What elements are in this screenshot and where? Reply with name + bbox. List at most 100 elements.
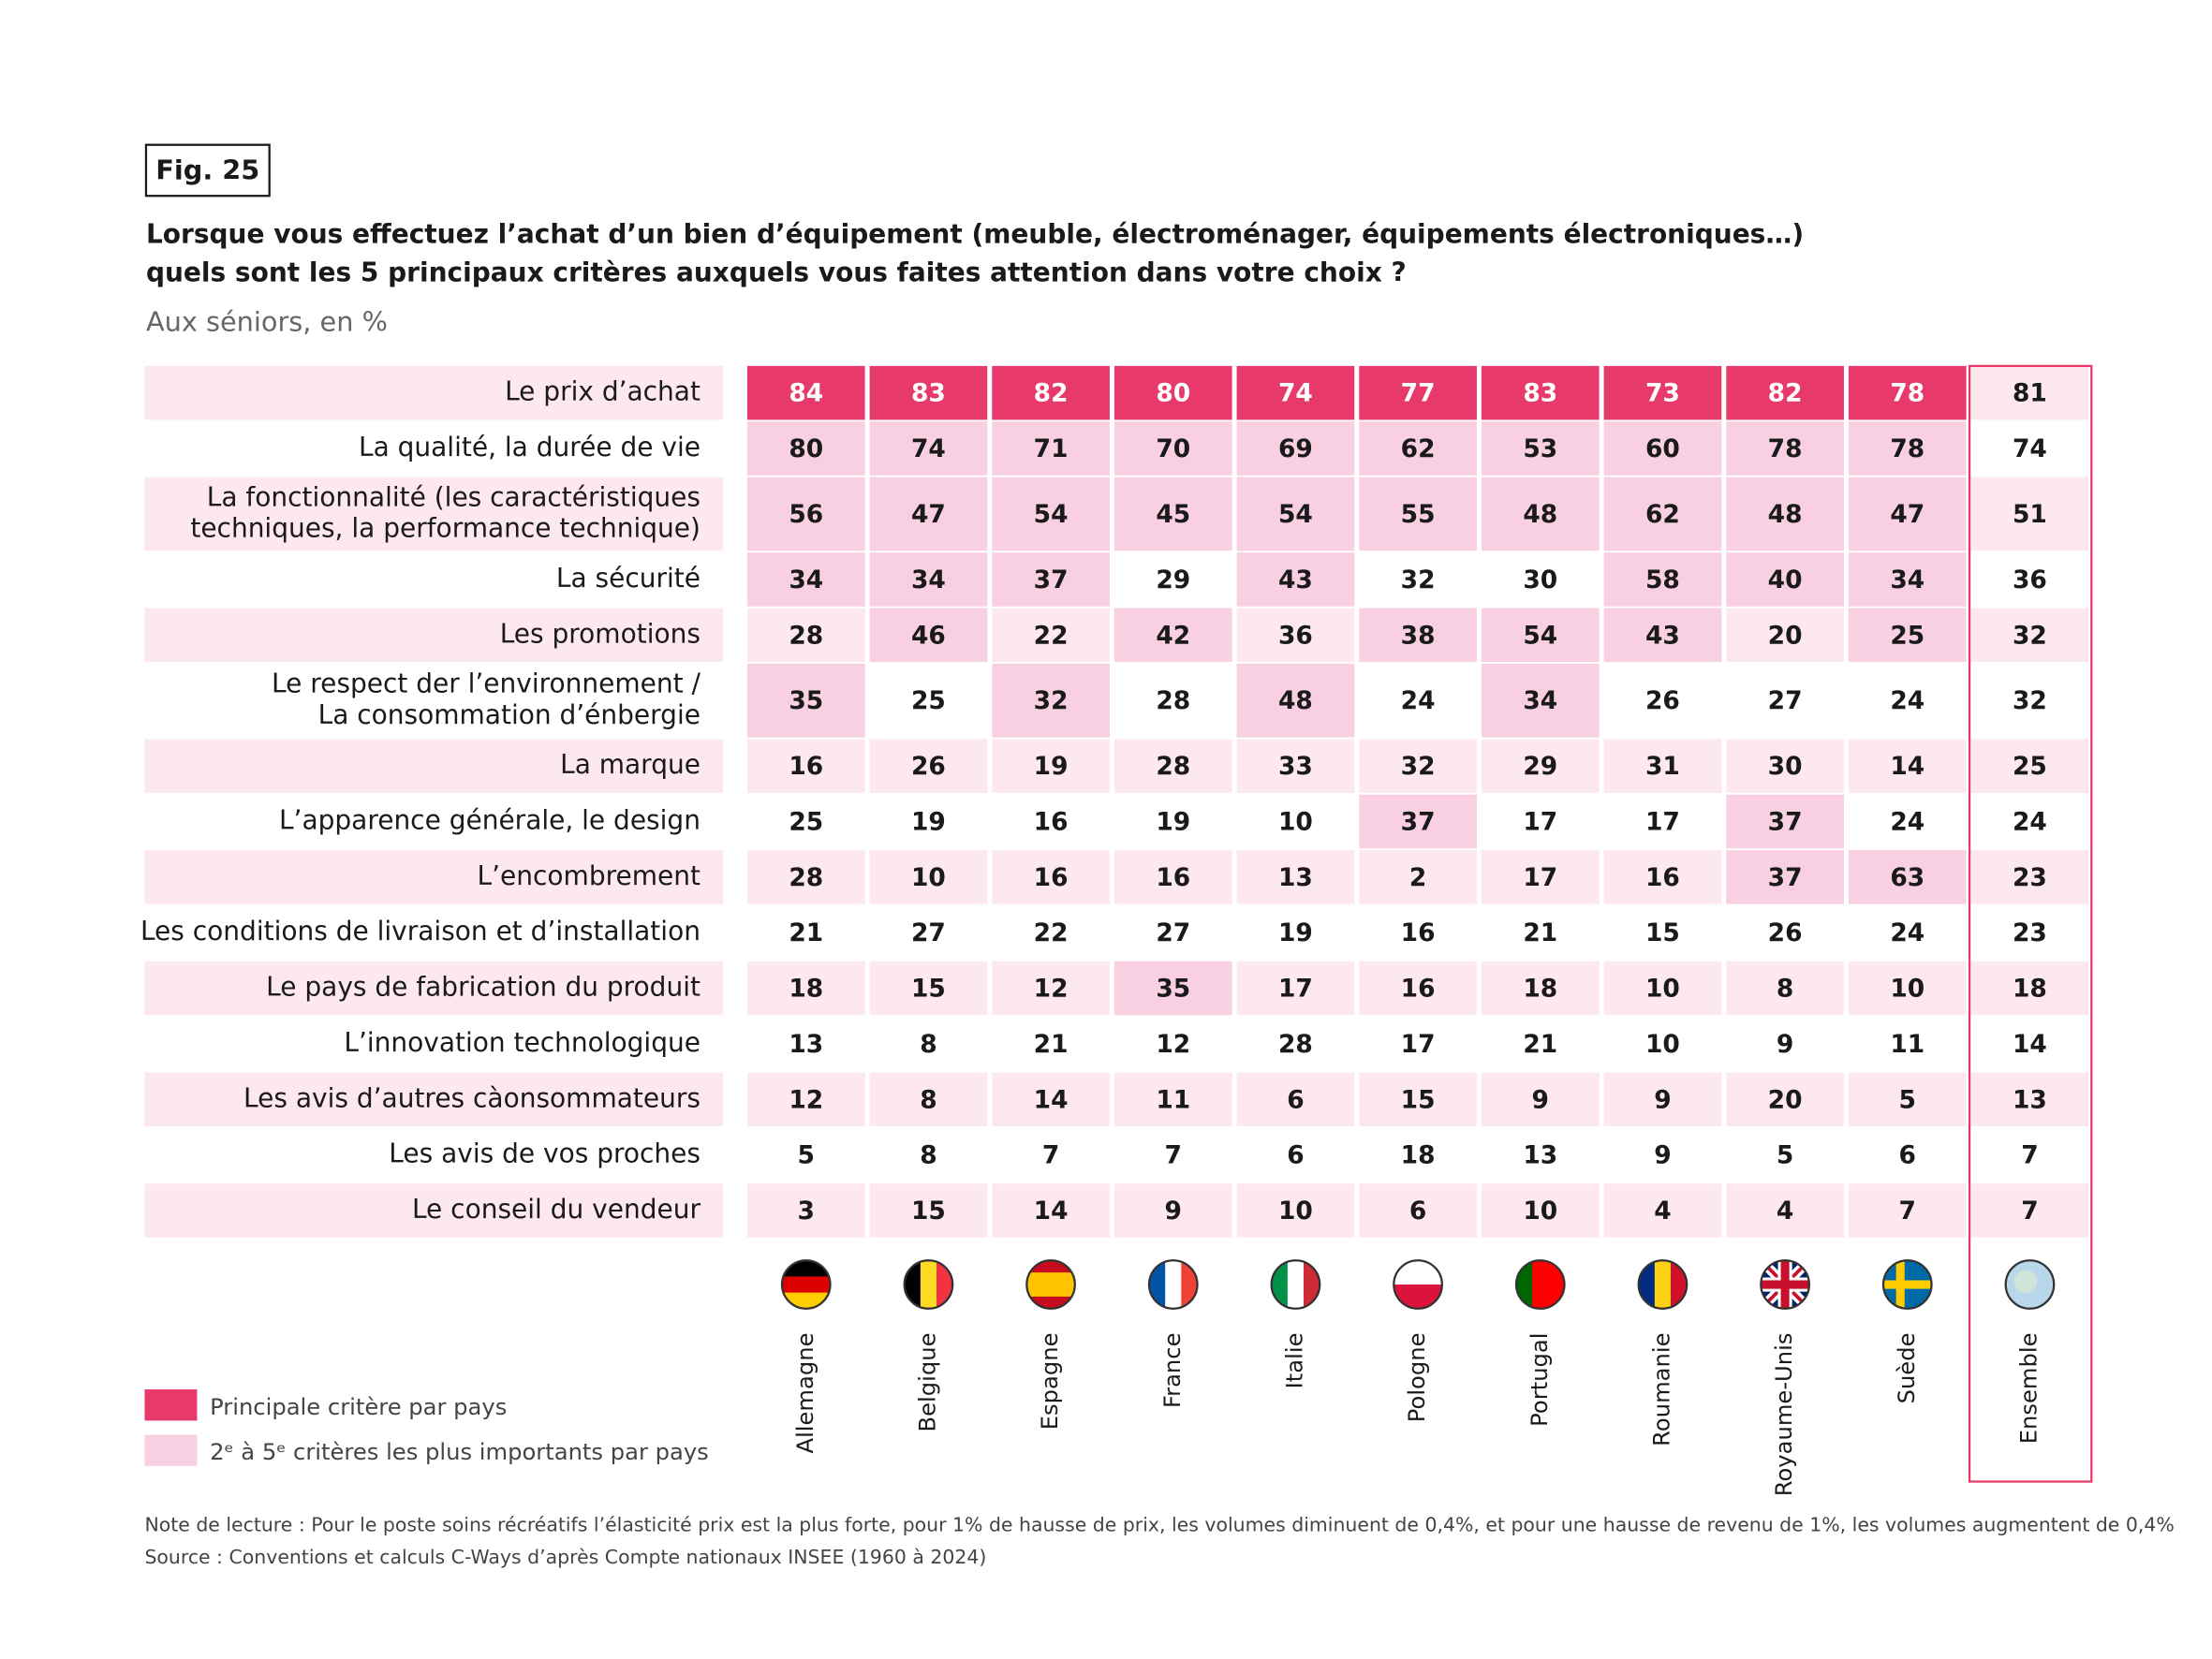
- flag-ring: [1393, 1259, 1443, 1310]
- cell: [1848, 365, 1967, 420]
- cell-value: 81: [2013, 379, 2047, 408]
- cell-value: 6: [1287, 1085, 1304, 1114]
- cell: [746, 477, 865, 551]
- cell: [1848, 552, 1967, 607]
- source: Source : Conventions et calculs C-Ways d…: [144, 1546, 986, 1568]
- cell-value: 16: [1034, 863, 1069, 892]
- cell-value: 28: [789, 621, 823, 650]
- column-label: Italie: [1281, 1333, 1307, 1389]
- cell: [992, 663, 1110, 738]
- cell-value: 37: [1768, 863, 1803, 892]
- row-band: [144, 1183, 724, 1238]
- cell-value: 25: [1890, 621, 1924, 650]
- cell-value: 9: [1654, 1141, 1671, 1170]
- cell-value: 31: [1645, 752, 1680, 781]
- cell: [869, 1183, 988, 1238]
- cell-value: 60: [1645, 434, 1680, 463]
- figure-label: Fig. 25: [155, 154, 259, 185]
- cell: [869, 739, 988, 793]
- cell-value: 4: [1777, 1197, 1793, 1226]
- cell: [1603, 365, 1722, 420]
- cell: [1236, 739, 1355, 793]
- cell: [992, 552, 1110, 607]
- flag-ring: [780, 1259, 832, 1310]
- cell: [1603, 608, 1722, 663]
- cell-value: 29: [1156, 565, 1190, 595]
- cell-value: 22: [1034, 918, 1069, 947]
- cell-value: 62: [1645, 500, 1680, 529]
- cell-value: 83: [911, 379, 946, 408]
- cell: [1359, 850, 1477, 904]
- title-line: quels sont les 5 principaux critères aux…: [146, 257, 1407, 287]
- cell: [746, 850, 865, 904]
- cell-value: 78: [1768, 434, 1803, 463]
- cell-value: 30: [1768, 752, 1803, 781]
- row-band: [144, 477, 724, 551]
- flag-stripe: [1532, 1260, 1550, 1309]
- cell-value: 18: [2013, 975, 2047, 1004]
- legend-swatch: [144, 1434, 198, 1466]
- cell: [1848, 739, 1967, 793]
- cell-value: 5: [798, 1141, 815, 1170]
- cell: [869, 365, 988, 420]
- cell-value: 12: [789, 1085, 823, 1114]
- cell: [1481, 421, 1600, 476]
- cell: [1970, 1072, 2089, 1127]
- cell: [1603, 961, 1722, 1016]
- cell: [1848, 477, 1967, 551]
- cell-value: 13: [789, 1030, 823, 1059]
- flag: [1761, 1260, 1809, 1309]
- cell-value: 14: [1034, 1197, 1069, 1226]
- cell-value: 26: [911, 752, 946, 781]
- row-band: [144, 608, 724, 663]
- cell: [992, 1072, 1110, 1127]
- cell: [1970, 850, 2089, 904]
- cell: [992, 421, 1110, 476]
- cell-value: 10: [1523, 1197, 1557, 1226]
- cell-value: 14: [1890, 752, 1924, 781]
- cell: [1970, 477, 2089, 551]
- cell: [869, 608, 988, 663]
- cell: [1359, 739, 1477, 793]
- row-label: Les conditions de livraison et d’install…: [140, 916, 700, 947]
- cell-value: 10: [1890, 975, 1924, 1004]
- cell-value: 35: [1156, 975, 1190, 1004]
- flag-ring: [2004, 1259, 2056, 1310]
- row-label: L’innovation technologique: [344, 1027, 700, 1058]
- cell: [746, 739, 865, 793]
- cell-value: 27: [1768, 686, 1803, 715]
- cell-value: 70: [1156, 434, 1190, 463]
- cell-value: 9: [1165, 1197, 1182, 1226]
- cell-value: 20: [1768, 621, 1803, 650]
- cell-value: 21: [1523, 918, 1557, 947]
- cell: [1359, 1072, 1477, 1127]
- cell-value: 17: [1523, 863, 1557, 892]
- cell: [1848, 608, 1967, 663]
- flag: [904, 1260, 953, 1309]
- cell-value: 12: [1034, 975, 1069, 1004]
- cell: [1726, 961, 1844, 1016]
- cell-value: 21: [1523, 1030, 1557, 1059]
- cell: [992, 608, 1110, 663]
- column-label: Belgique: [914, 1333, 940, 1432]
- cell-value: 15: [1645, 918, 1680, 947]
- row-band: [144, 850, 724, 904]
- cell-value: 33: [1278, 752, 1313, 781]
- flag-stripe: [1026, 1272, 1075, 1285]
- cell-value: 10: [1645, 975, 1680, 1004]
- cell: [992, 1183, 1110, 1238]
- cell-value: 2: [1409, 863, 1426, 892]
- cell-value: 15: [911, 1197, 946, 1226]
- column-label: Ensemble: [2015, 1333, 2042, 1445]
- cell: [1726, 1183, 1844, 1238]
- cell: [1603, 421, 1722, 476]
- cell: [746, 421, 865, 476]
- cell-value: 17: [1523, 808, 1557, 837]
- cell: [1726, 421, 1844, 476]
- cell: [1726, 794, 1844, 849]
- cell-value: 25: [2013, 752, 2047, 781]
- cell-value: 16: [1401, 975, 1436, 1004]
- cell-value: 8: [920, 1085, 936, 1114]
- cell-value: 53: [1523, 434, 1557, 463]
- cell-value: 10: [1278, 808, 1313, 837]
